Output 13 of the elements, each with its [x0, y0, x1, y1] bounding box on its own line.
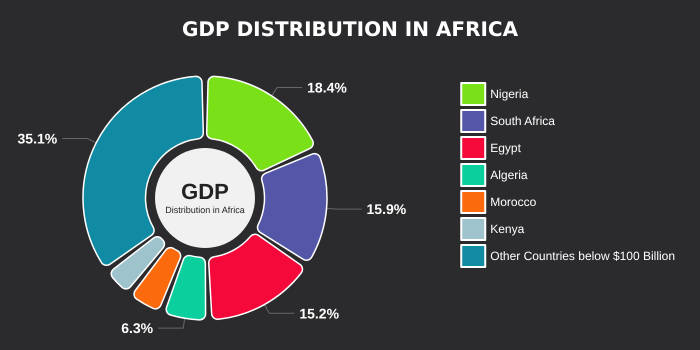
legend-label: Morocco	[490, 195, 537, 209]
legend-label: Algeria	[490, 168, 528, 182]
data-label: 6.3%	[121, 320, 154, 336]
data-label: 18.4%	[307, 79, 348, 96]
legend-label: Egypt	[490, 141, 522, 155]
data-label: 15.2%	[299, 305, 340, 322]
legend-label: Kenya	[490, 222, 525, 236]
legend-label: South Africa	[490, 114, 556, 128]
data-label: 35.1%	[17, 130, 58, 146]
chart-title: GDP DISTRIBUTION IN AFRICA	[182, 17, 519, 41]
data-label: 15.9%	[366, 201, 407, 218]
legend-label: Nigeria	[490, 87, 529, 101]
legend-label: Other Countries below $100 Billion	[490, 249, 676, 263]
